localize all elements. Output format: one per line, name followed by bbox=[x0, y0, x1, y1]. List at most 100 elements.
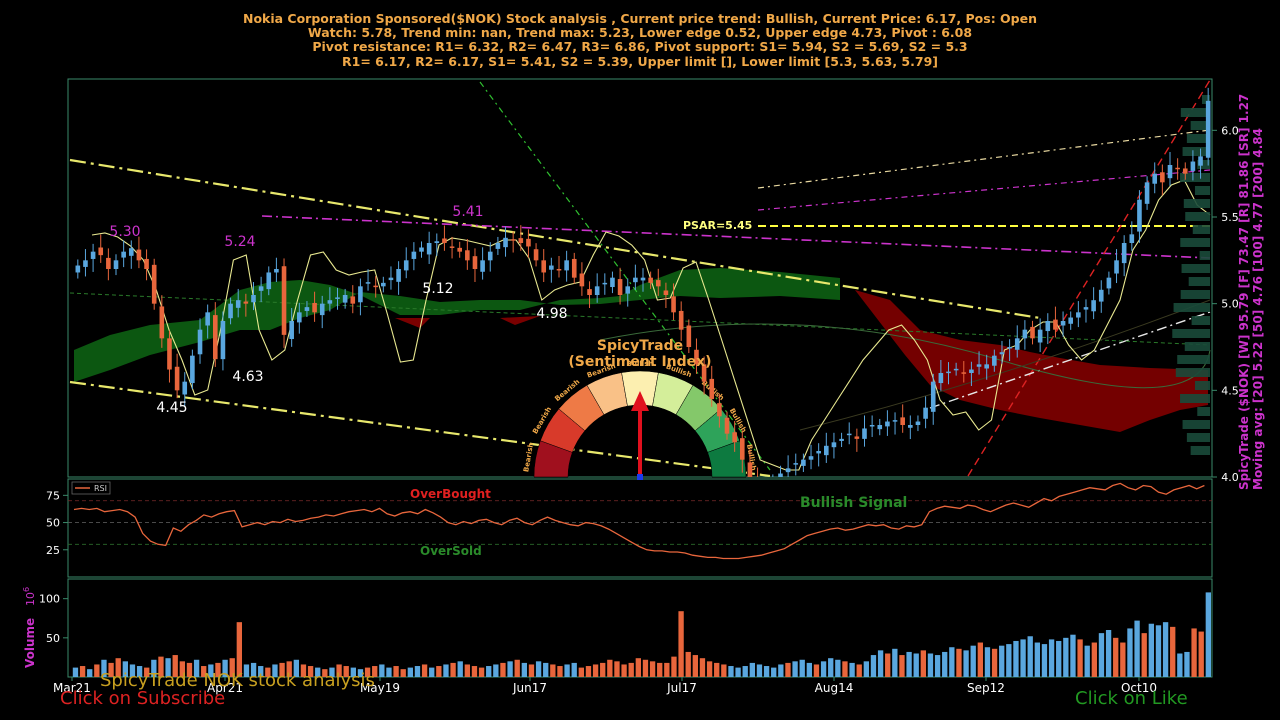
volume-bar bbox=[1198, 631, 1204, 677]
candle-body bbox=[763, 483, 768, 494]
white-support-line bbox=[929, 311, 1211, 409]
candle-body bbox=[1091, 300, 1096, 312]
volume-bar bbox=[1162, 622, 1169, 677]
candle-body bbox=[510, 239, 516, 241]
price-annotation: 5.24 bbox=[224, 234, 255, 250]
candle-body bbox=[579, 273, 585, 287]
like-link[interactable]: Click on Like bbox=[1075, 688, 1188, 709]
volume-bar bbox=[151, 659, 157, 677]
volume-bar bbox=[763, 666, 770, 677]
candle-body bbox=[465, 250, 470, 261]
candle-body bbox=[495, 243, 501, 249]
volume-bar bbox=[471, 666, 478, 677]
volume-bar bbox=[828, 658, 834, 677]
x-tick-label: Jul17 bbox=[666, 681, 697, 695]
volume-bar bbox=[1120, 642, 1126, 677]
volume-profile-bar bbox=[1192, 225, 1210, 234]
candle-body bbox=[266, 272, 272, 290]
candle-body bbox=[602, 282, 608, 285]
volume-bar bbox=[863, 661, 869, 677]
candle-body bbox=[1129, 234, 1135, 243]
candle-body bbox=[1114, 260, 1119, 274]
volume-bar bbox=[899, 655, 905, 677]
volume-bar bbox=[1141, 633, 1147, 677]
price-y-tick-label: 6.0 bbox=[1221, 124, 1239, 137]
volume-profile-bar bbox=[1186, 433, 1210, 442]
candle-body bbox=[442, 238, 447, 243]
magenta-resistance-line bbox=[261, 215, 1211, 259]
candle-body bbox=[1121, 243, 1127, 264]
volume-profile-bar bbox=[1173, 303, 1210, 312]
volume-bar bbox=[236, 622, 242, 677]
x-tick-label: Aug14 bbox=[815, 681, 854, 695]
candle-body bbox=[655, 280, 661, 287]
candle-body bbox=[732, 432, 737, 443]
candle-body bbox=[533, 249, 539, 261]
volume-bar bbox=[543, 662, 549, 677]
candle-body bbox=[1167, 165, 1173, 179]
volume-bar bbox=[443, 664, 449, 677]
volume-bar bbox=[1170, 626, 1176, 677]
volume-bar bbox=[429, 667, 435, 677]
candle-body bbox=[396, 269, 401, 282]
candle-body bbox=[1175, 167, 1180, 170]
volume-profile-bar bbox=[1175, 368, 1210, 377]
volume-bar bbox=[1134, 620, 1140, 677]
candle-body bbox=[373, 285, 378, 288]
volume-bar bbox=[1056, 640, 1062, 677]
volume-bar bbox=[122, 661, 128, 677]
volume-bar bbox=[1048, 639, 1055, 677]
candle-body bbox=[1022, 329, 1028, 339]
rsi-overbought-label: OverBought bbox=[410, 487, 491, 501]
candle-body bbox=[900, 417, 905, 425]
volume-bar bbox=[578, 667, 584, 677]
volume-bar bbox=[222, 659, 228, 677]
candle-body bbox=[251, 295, 256, 303]
volume-bar bbox=[72, 667, 79, 677]
price-y-tick-label: 5.0 bbox=[1221, 298, 1239, 311]
subscribe-link[interactable]: Click on Subscribe bbox=[60, 688, 226, 709]
candle-body bbox=[327, 300, 333, 304]
x-tick-label: May19 bbox=[360, 681, 400, 695]
cloud-bullish bbox=[74, 268, 840, 382]
candle-body bbox=[182, 381, 188, 395]
candle-body bbox=[1045, 321, 1051, 332]
volume-bar bbox=[621, 664, 627, 677]
volume-bar bbox=[258, 666, 264, 677]
price-annotation: 5.30 bbox=[109, 224, 140, 240]
volume-bar bbox=[806, 662, 812, 677]
price-annotation: 5.41 bbox=[452, 204, 483, 220]
candle-body bbox=[1198, 156, 1203, 166]
candle-body bbox=[678, 310, 684, 330]
volume-bar bbox=[906, 651, 912, 677]
candle-body bbox=[648, 277, 653, 283]
volume-bar bbox=[1020, 639, 1026, 677]
candle-body bbox=[930, 381, 936, 412]
volume-y-tick-label: 50 bbox=[46, 632, 60, 645]
volume-bar bbox=[1184, 651, 1190, 677]
volume-profile-bar bbox=[1182, 147, 1210, 156]
cloud-bearish-small bbox=[500, 316, 540, 325]
rsi-signal-label: Bullish Signal bbox=[800, 495, 907, 511]
price-y-axis: 4.0 4.5 5.0 5.5 6.0 bbox=[1212, 124, 1239, 484]
candle-body bbox=[235, 300, 241, 308]
volume-bar bbox=[628, 662, 634, 677]
volume-bar bbox=[963, 650, 969, 677]
rsi-panel: 25 50 75 bbox=[46, 482, 1212, 560]
volume-bar bbox=[564, 664, 570, 677]
volume-bar bbox=[1077, 639, 1083, 677]
candle-body bbox=[243, 301, 249, 304]
candle-body bbox=[747, 462, 753, 477]
volume-bar bbox=[500, 662, 506, 677]
volume-bar bbox=[329, 667, 335, 677]
volume-bar bbox=[1148, 623, 1154, 677]
candle-body bbox=[808, 456, 814, 460]
price-y-tick-label: 4.5 bbox=[1221, 384, 1239, 397]
volume-profile-bar bbox=[1191, 316, 1210, 325]
volume-profile-bar bbox=[1188, 277, 1210, 286]
candle-body bbox=[449, 246, 455, 248]
candle-body bbox=[1098, 289, 1104, 302]
gauge-subtitle: (Sentiment Index) bbox=[568, 354, 711, 370]
volume-bar bbox=[450, 662, 456, 677]
